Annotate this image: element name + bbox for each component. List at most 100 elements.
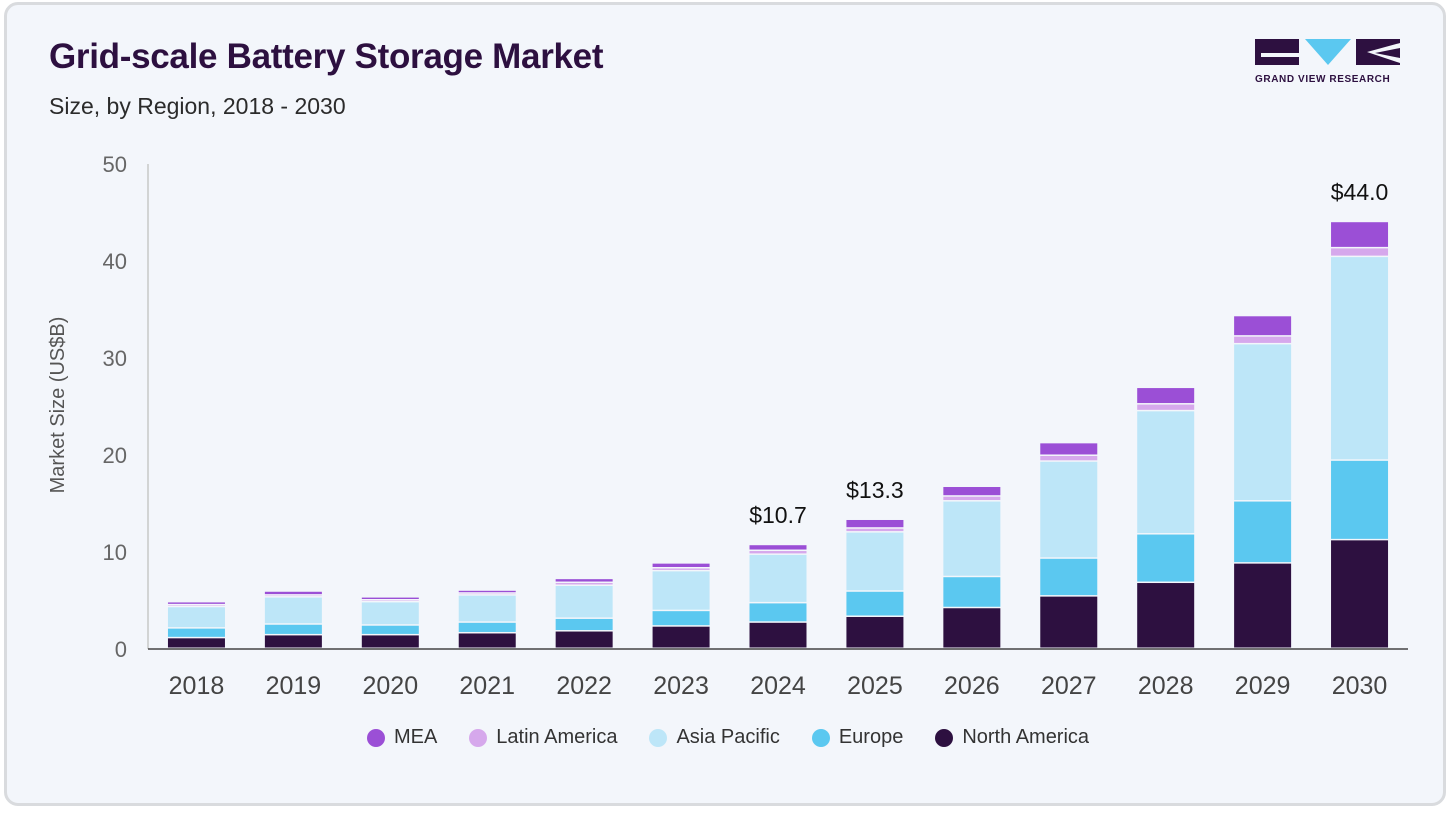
legend-swatch-icon (649, 728, 668, 747)
bar-segment-europe (361, 625, 419, 634)
legend-item-north-america[interactable]: North America (935, 726, 1089, 749)
bar-segment-latin-america (749, 551, 807, 554)
logo-mark-icon (1255, 39, 1400, 65)
bar-segment-asia-pacific (1234, 344, 1292, 501)
x-tick-label: 2021 (459, 672, 515, 700)
bar-segment-north-america (458, 633, 516, 648)
x-tick-label: 2026 (944, 672, 1000, 700)
chart-legend: MEA Latin America Asia Pacific Europe North … (0, 726, 1456, 749)
bar-segment-mea (943, 487, 1001, 496)
y-axis-label: Market Size (US$B) (47, 317, 69, 494)
legend-item-asia-pacific[interactable]: Asia Pacific (649, 726, 780, 749)
bar-segment-mea (846, 519, 904, 528)
y-tick-label: 0 (115, 637, 127, 662)
bar-segment-europe (167, 628, 225, 637)
bar-segment-latin-america (1331, 248, 1389, 256)
bar-segment-europe (749, 603, 807, 622)
legend-item-latin-america[interactable]: Latin America (469, 726, 617, 749)
bar-segment-north-america (555, 631, 613, 648)
bar-segment-europe (943, 577, 1001, 607)
bar-segment-north-america (167, 638, 225, 648)
x-tick-label: 2023 (653, 672, 709, 700)
bar-segment-north-america (1137, 583, 1195, 648)
legend-item-mea[interactable]: MEA (366, 726, 438, 749)
legend-swatch-icon (811, 728, 830, 747)
bar-segment-europe (652, 611, 710, 626)
legend-item-europe[interactable]: Europe (811, 726, 904, 749)
bar-segment-north-america (1331, 540, 1389, 648)
y-tick-label: 30 (103, 346, 127, 371)
bar-segment-asia-pacific (458, 595, 516, 622)
bar-segment-europe (846, 591, 904, 616)
bar-segment-mea (458, 590, 516, 593)
data-label-total: $10.7 (749, 502, 807, 528)
bar-segment-latin-america (652, 568, 710, 570)
y-tick-label: 10 (103, 540, 127, 565)
bar-segment-mea (1137, 388, 1195, 404)
y-tick-label: 50 (103, 152, 127, 177)
bar-segment-north-america (264, 635, 322, 648)
chart-subtitle: Size, by Region, 2018 - 2030 (49, 93, 346, 119)
legend-swatch-icon (469, 728, 488, 747)
bar-segment-mea (361, 597, 419, 599)
bar-segment-asia-pacific (264, 597, 322, 624)
bar-segment-north-america (749, 622, 807, 648)
y-tick-label: 40 (103, 249, 127, 274)
bar-segment-europe (1234, 501, 1292, 563)
bar-segment-mea (1040, 443, 1098, 455)
x-tick-label: 2028 (1138, 672, 1194, 700)
chart-title: Grid-scale Battery Storage Market (49, 37, 604, 76)
bar-segment-asia-pacific (167, 607, 225, 628)
legend-label: Asia Pacific (676, 726, 780, 748)
bar-segment-mea (652, 563, 710, 567)
bar-segment-latin-america (1137, 404, 1195, 410)
bar-segment-europe (1137, 534, 1195, 582)
bar-segment-europe (1040, 558, 1098, 596)
x-tick-label: 2030 (1332, 672, 1388, 700)
bar-segment-north-america (1234, 563, 1292, 648)
grand-view-research-logo: GRAND VIEW RESEARCH (1255, 39, 1400, 89)
bar-segment-north-america (846, 616, 904, 648)
bar-segment-latin-america (555, 583, 613, 585)
bar-segment-north-america (361, 635, 419, 648)
bar-segment-latin-america (846, 528, 904, 532)
bar-segment-asia-pacific (1331, 257, 1389, 460)
legend-swatch-icon (366, 728, 385, 747)
bar-segment-north-america (1040, 596, 1098, 648)
bar-segment-mea (264, 591, 322, 595)
legend-label: Europe (838, 726, 904, 748)
bar-segment-asia-pacific (361, 602, 419, 625)
logo-text: GRAND VIEW RESEARCH (1255, 74, 1391, 85)
legend-swatch-icon (935, 728, 954, 747)
bar-segment-mea (749, 545, 807, 550)
legend-label: MEA (393, 726, 438, 748)
bar-segment-north-america (652, 626, 710, 648)
x-tick-label: 2024 (750, 672, 806, 700)
bar-segment-europe (264, 624, 322, 634)
y-tick-label: 20 (103, 443, 127, 468)
bar-segment-mea (1234, 316, 1292, 336)
x-tick-label: 2027 (1041, 672, 1097, 700)
bar-segment-asia-pacific (1137, 411, 1195, 534)
bar-segment-latin-america (1040, 455, 1098, 461)
x-tick-label: 2022 (556, 672, 612, 700)
x-tick-label: 2018 (169, 672, 225, 700)
chart-card: Grid-scale Battery Storage Market Size, … (4, 2, 1446, 806)
bar-segment-mea (1331, 222, 1389, 247)
bar-segment-asia-pacific (1040, 461, 1098, 558)
bar-segment-asia-pacific (555, 585, 613, 618)
x-tick-label: 2029 (1235, 672, 1291, 700)
x-tick-label: 2025 (847, 672, 903, 700)
bar-segment-europe (1331, 460, 1389, 539)
bar-segment-asia-pacific (943, 501, 1001, 576)
data-label-total: $44.0 (1331, 179, 1389, 205)
x-tick-label: 2020 (362, 672, 418, 700)
legend-label: North America (962, 726, 1090, 748)
bar-segment-north-america (943, 608, 1001, 648)
legend-label: Latin America (496, 726, 618, 748)
bar-segment-asia-pacific (652, 571, 710, 610)
x-tick-label: 2019 (266, 672, 322, 700)
data-label-total: $13.3 (846, 477, 904, 503)
bar-segment-europe (555, 618, 613, 631)
